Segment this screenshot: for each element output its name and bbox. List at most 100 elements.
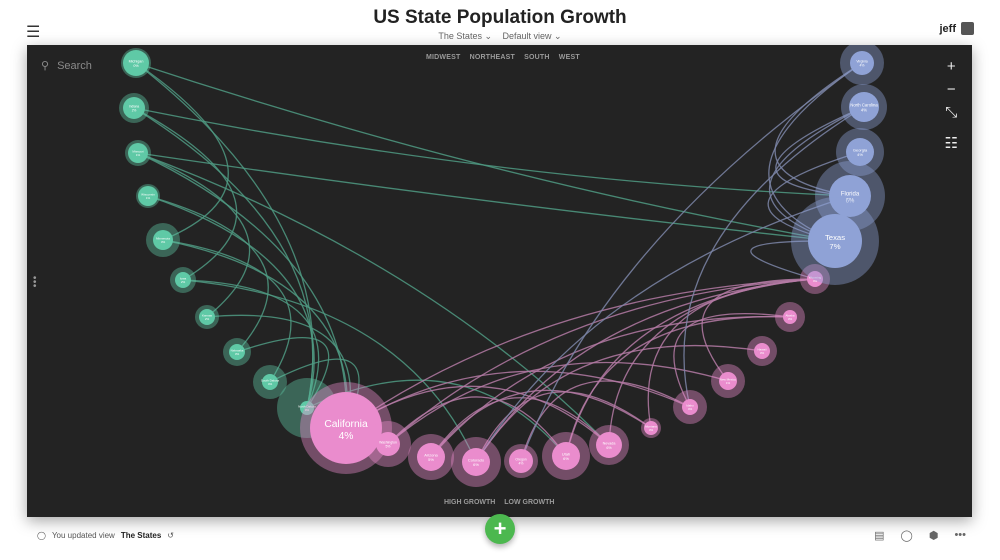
zoom-out-button[interactable]: − [946,81,956,98]
region-south[interactable]: SOUTH [524,54,550,61]
node-value: 4% [861,108,867,113]
graph-canvas[interactable]: Michigan 0% Indiana 2% Missouri 1% Wisconsin 1%… [27,45,972,517]
link-washington-utah [387,396,567,457]
node-value: 6% [473,462,479,467]
node-label: Minnesota [156,237,170,241]
node-label: Florida [841,191,860,197]
node-value: 6% [606,446,612,450]
node-core [807,271,823,287]
avatar[interactable] [961,22,974,35]
add-button[interactable]: + [485,514,515,544]
more-icon[interactable]: ••• [954,529,966,541]
globe-icon[interactable]: ◯ [37,531,46,540]
drag-handle-icon[interactable]: • • • [33,273,37,292]
node-value: 5% [428,457,434,462]
node-core [644,421,658,435]
node-core [846,138,874,166]
node-label: Oregon [515,458,526,462]
node-core [808,214,862,268]
node-label: North Dakota [298,405,316,409]
search-input[interactable]: Search [57,59,92,72]
node-label: Washington [379,441,397,445]
zoom-in-button[interactable]: + [946,58,956,75]
link-florida-colorado [475,195,851,463]
node-value: 2% [132,108,137,112]
node-value: 7% [829,242,840,251]
region-west[interactable]: WEST [558,54,580,61]
undo-icon[interactable]: ↺ [167,531,174,540]
view-selector[interactable]: The States ⌄ [438,31,492,41]
link-montana-wyoming [647,278,816,429]
link-virginia-florida [774,62,863,197]
comment-icon[interactable]: ◯ [900,530,913,542]
node-core [829,175,871,217]
search-box[interactable]: ⚲ Search [41,59,92,73]
update-view-name[interactable]: The States [120,531,162,540]
menu-icon[interactable]: ☰ [26,24,41,41]
link-arizona-nevada [430,397,610,458]
link-north-carolina-florida [775,106,865,197]
link-north-carolina-idaho [683,106,865,408]
node-label: Texas [825,233,845,242]
fit-view-button[interactable]: ⤡ [945,104,958,121]
region-midwest[interactable]: MIDWEST [426,54,461,61]
node-value: 3% [788,317,793,321]
node-label: California [324,419,368,430]
node-core [153,230,173,250]
node-core [128,143,148,163]
node-core [229,344,245,360]
node-value: 3% [649,428,654,432]
footer-actions: ▤ ◯ ⬢ ••• [874,529,966,542]
link-washington-new-mexico [387,361,729,445]
link-missouri-texas [137,152,836,242]
region-northeast[interactable]: NORTHEAST [469,54,515,61]
settings-sliders-button[interactable]: ☷ [944,135,958,152]
node-value: 4% [688,407,693,411]
low-growth-label[interactable]: LOW GROWTH [504,499,555,506]
update-prefix: You updated view [51,531,115,540]
node-value: 4% [268,382,273,386]
node-core [850,51,874,75]
link-california-wyoming [345,278,816,429]
map-icon[interactable]: ▤ [874,530,885,542]
view-mode-selector[interactable]: Default view ⌄ [502,31,562,41]
link-georgia-texas [767,151,861,242]
cube-icon[interactable]: ⬢ [928,530,939,542]
user-menu[interactable]: jeff [940,22,974,35]
node-value: 3% [235,352,240,356]
link-colorado-montana [475,391,652,463]
node-value: 0% [133,64,139,68]
node-value: 4% [857,152,863,157]
node-label: Wyoming [809,276,822,280]
high-growth-label[interactable]: HIGH GROWTH [444,499,496,506]
